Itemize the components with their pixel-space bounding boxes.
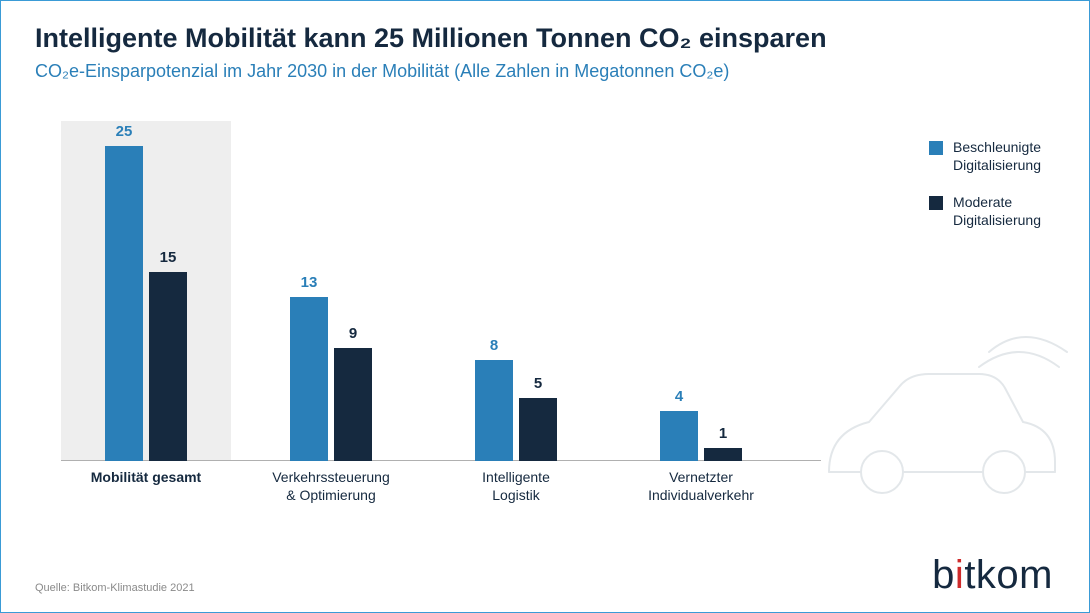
bar: 5 <box>519 398 557 461</box>
bar: 13 <box>290 297 328 461</box>
bar: 1 <box>704 448 742 461</box>
chart-subtitle: CO₂e-Einsparpotenzial im Jahr 2030 in de… <box>35 61 729 82</box>
category-label: IntelligenteLogistik <box>431 469 601 504</box>
category-label: VernetzterIndividualverkehr <box>616 469 786 504</box>
legend: BeschleunigteDigitalisierung ModerateDigi… <box>929 139 1041 249</box>
car-wireless-icon <box>809 322 1069 502</box>
legend-label: BeschleunigteDigitalisierung <box>953 139 1041 174</box>
bar: 9 <box>334 348 372 461</box>
bar-value-label: 15 <box>149 249 187 272</box>
bar-value-label: 13 <box>290 274 328 297</box>
bar-value-label: 5 <box>519 375 557 398</box>
bar-value-label: 9 <box>334 325 372 348</box>
group-highlight <box>61 121 231 461</box>
bar: 8 <box>475 360 513 461</box>
bar-chart: 25151398541 Mobilität gesamtVerkehrssteu… <box>61 121 821 501</box>
legend-swatch <box>929 196 943 210</box>
bar-value-label: 1 <box>704 425 742 448</box>
chart-title: Intelligente Mobilität kann 25 Millionen… <box>35 23 827 54</box>
bar-value-label: 25 <box>105 123 143 146</box>
category-label: Verkehrssteuerung& Optimierung <box>246 469 416 504</box>
legend-item: ModerateDigitalisierung <box>929 194 1041 229</box>
bar: 25 <box>105 146 143 461</box>
category-label: Mobilität gesamt <box>61 469 231 487</box>
bar-value-label: 4 <box>660 388 698 411</box>
bar: 4 <box>660 411 698 461</box>
legend-label: ModerateDigitalisierung <box>953 194 1041 229</box>
bar: 15 <box>149 272 187 461</box>
bar-value-label: 8 <box>475 337 513 360</box>
source-text: Quelle: Bitkom-Klimastudie 2021 <box>35 582 195 594</box>
legend-swatch <box>929 141 943 155</box>
legend-item: BeschleunigteDigitalisierung <box>929 139 1041 174</box>
plot-area: 25151398541 <box>61 121 821 461</box>
brand-logo: bitkom <box>932 553 1053 598</box>
